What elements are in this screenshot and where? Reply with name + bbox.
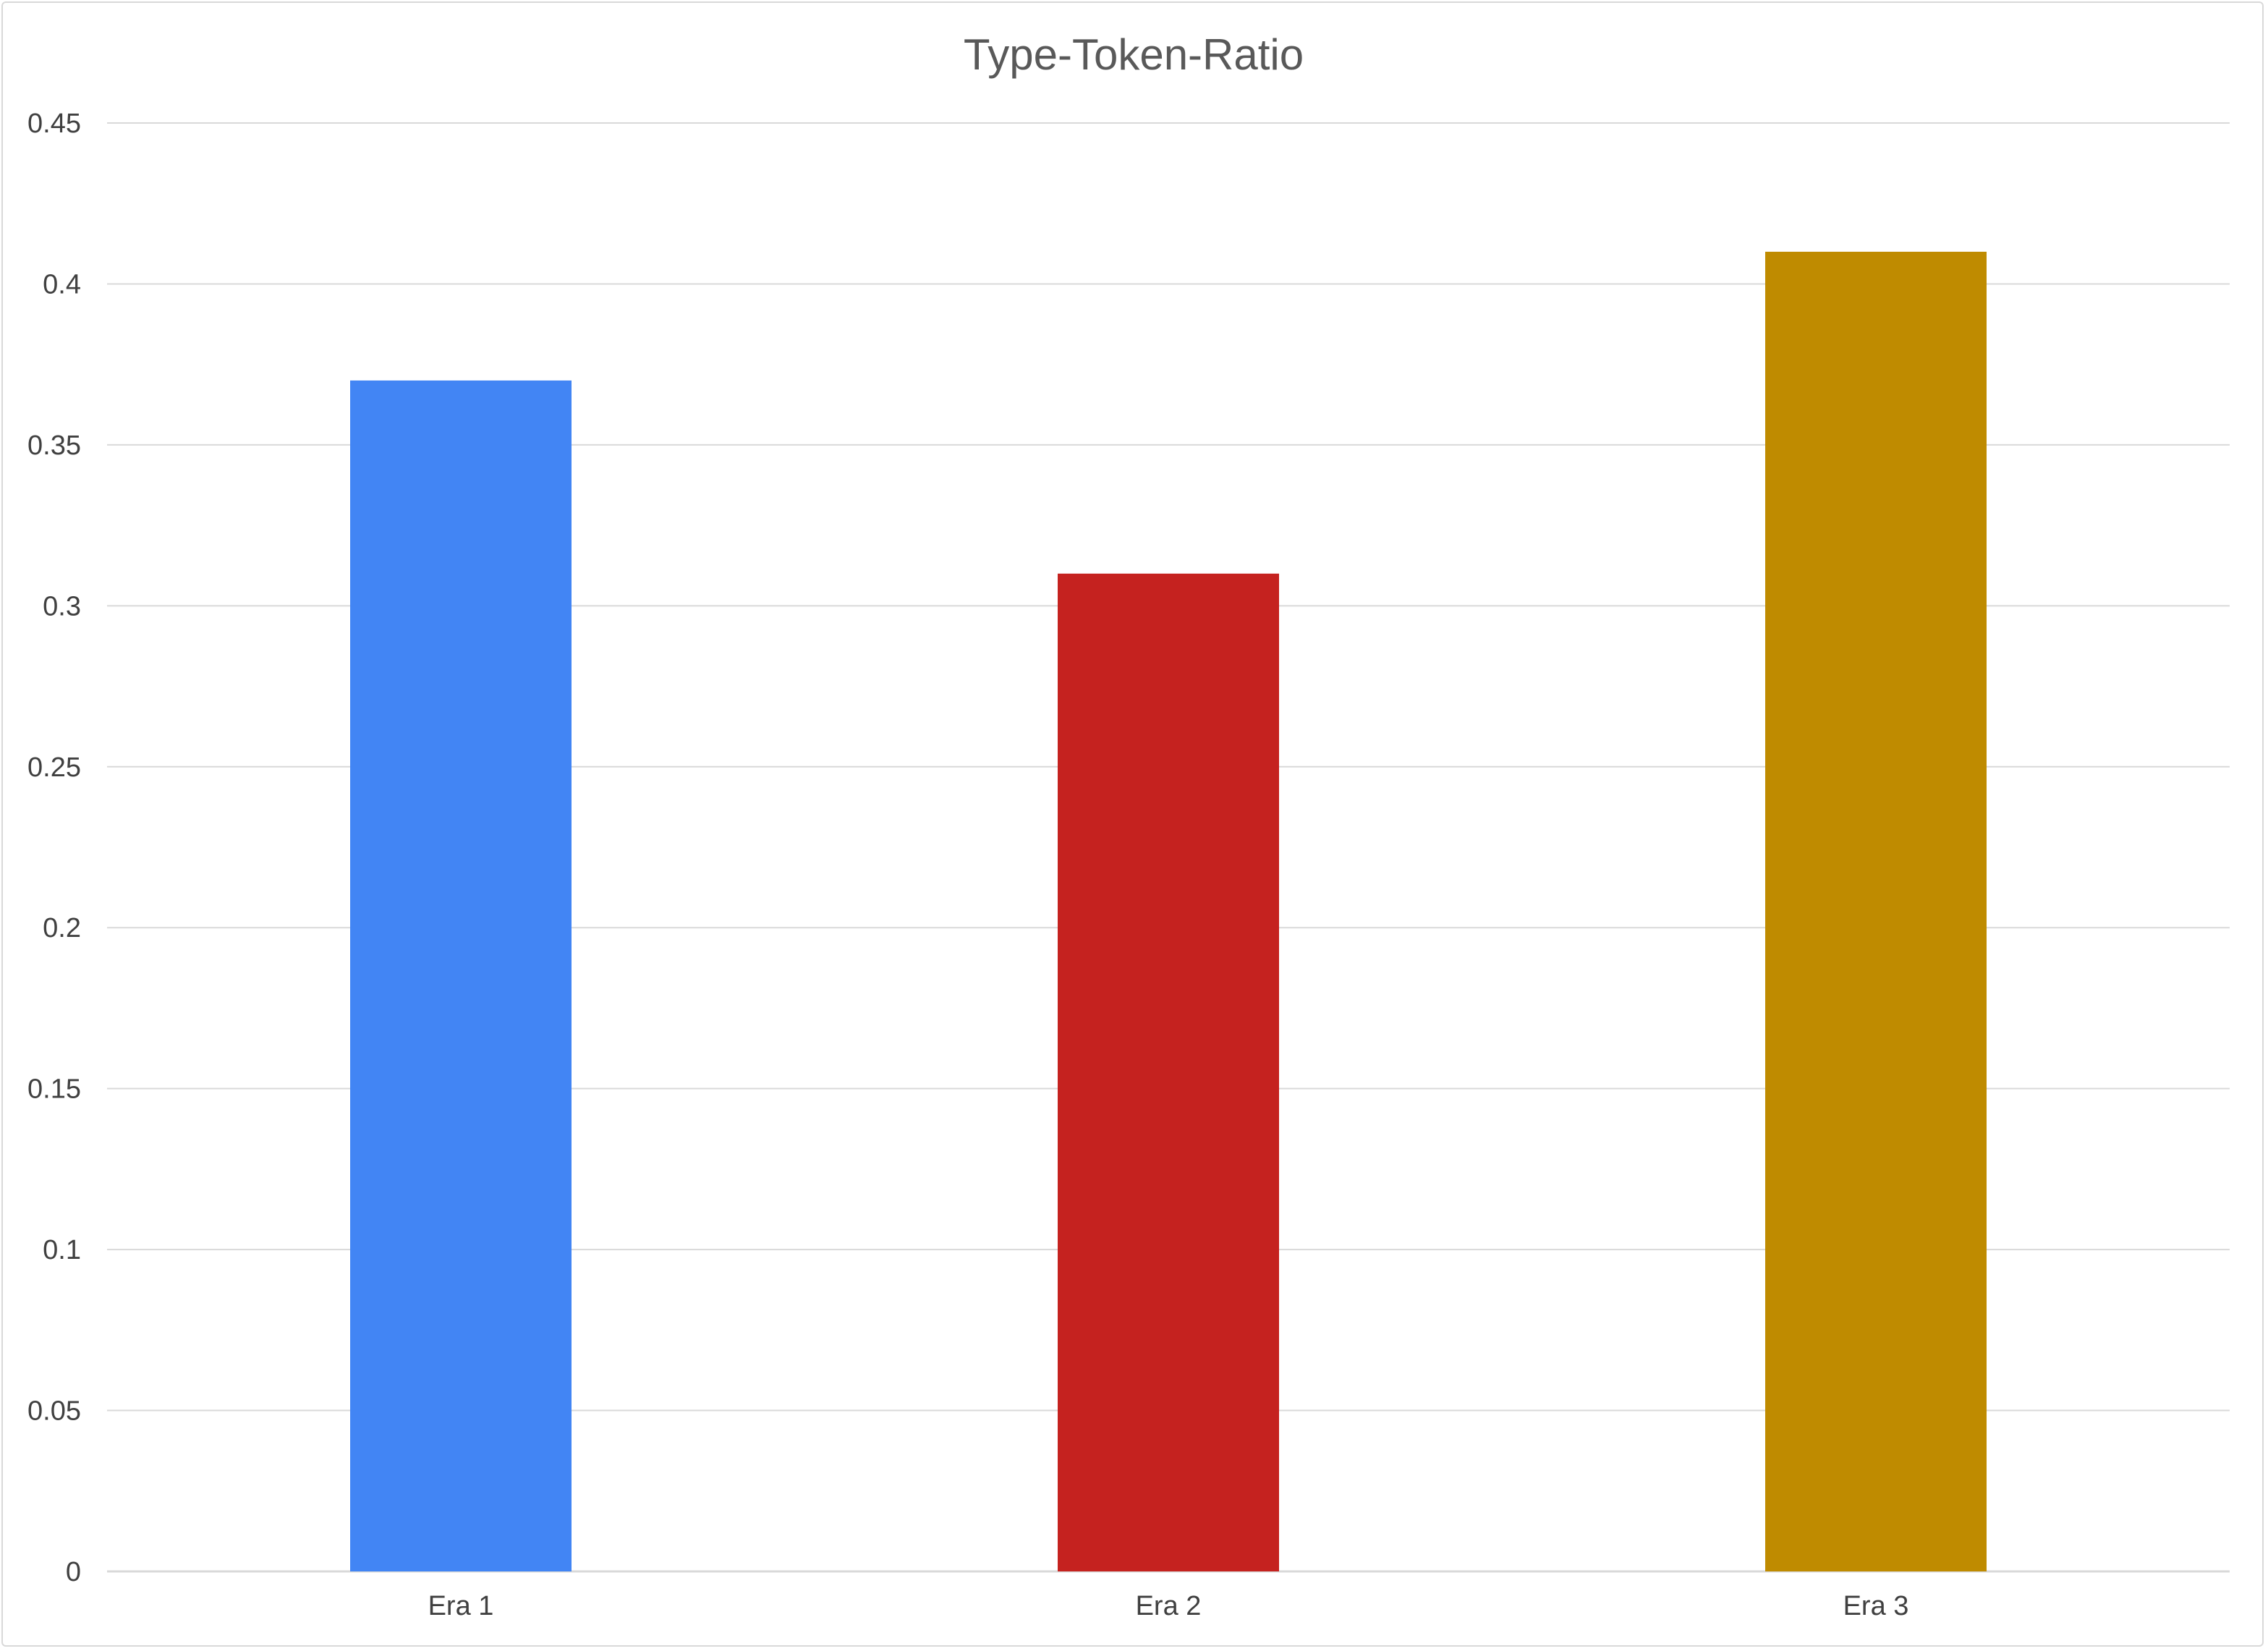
x-category-label: Era 1 [428,1591,494,1621]
bar-era-1 [350,380,572,1571]
bar-era-3 [1765,251,1987,1571]
y-tick-label: 0.35 [27,430,81,461]
x-category-label: Era 3 [1843,1591,1909,1621]
bars [350,251,1987,1571]
y-tick-label: 0.2 [43,913,81,943]
y-tick-label: 0 [66,1557,81,1587]
y-axis-tick-labels: 0 0.05 0.1 0.15 0.2 0.25 0.3 0.35 0.4 0.45 [27,109,81,1587]
x-category-label: Era 2 [1136,1591,1202,1621]
y-tick-label: 0.05 [27,1396,81,1427]
y-tick-label: 0.3 [43,591,81,621]
y-tick-label: 0.25 [27,752,81,783]
y-tick-label: 0.1 [43,1235,81,1265]
y-tick-label: 0.15 [27,1074,81,1105]
y-tick-label: 0.45 [27,109,81,139]
bar-era-2 [1058,573,1279,1571]
y-tick-label: 0.4 [43,269,81,300]
x-axis-category-labels: Era 1 Era 2 Era 3 [428,1591,1909,1621]
chart-title: Type-Token-Ratio [964,30,1304,79]
